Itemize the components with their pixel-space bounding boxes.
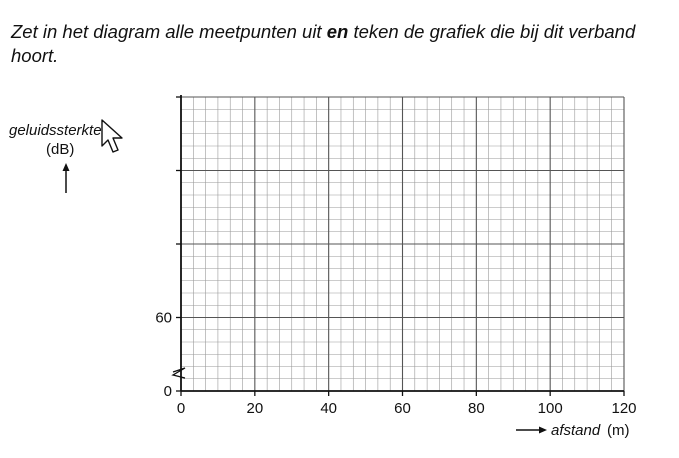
question-text: Zet in het diagram alle meetpunten uit e… <box>11 20 671 68</box>
y-tick-label: 0 <box>164 383 172 400</box>
question-part-2: teken de grafiek die bij dit verband hoo… <box>11 21 636 66</box>
major-grid <box>181 97 624 391</box>
question-bold-en: en <box>326 21 349 42</box>
y-axis-arrow-icon <box>62 163 70 193</box>
y-tick-label: 60 <box>155 310 172 327</box>
mouse-pointer-icon <box>101 119 123 153</box>
x-tick-label: 120 <box>611 400 636 417</box>
x-tick-label: 100 <box>538 400 563 417</box>
x-tick-label: 60 <box>394 400 411 417</box>
y-axis-unit: (dB) <box>46 141 75 158</box>
x-tick-label: 80 <box>468 400 485 417</box>
x-tick-label: 20 <box>246 400 263 417</box>
x-axis-unit: (m) <box>607 422 630 439</box>
axis-break-icon <box>171 367 186 379</box>
x-axis-label: afstand <box>551 422 601 439</box>
x-tick-label: 40 <box>320 400 337 417</box>
x-axis-arrow-icon <box>516 426 547 434</box>
y-axis-label: geluidssterkte <box>9 122 102 139</box>
x-tick-label: 0 <box>177 400 185 417</box>
question-part-1: Zet in het diagram alle meetpunten uit <box>11 21 327 42</box>
ticks: 0 20 40 60 80 100 120 0 60 <box>155 96 637 417</box>
